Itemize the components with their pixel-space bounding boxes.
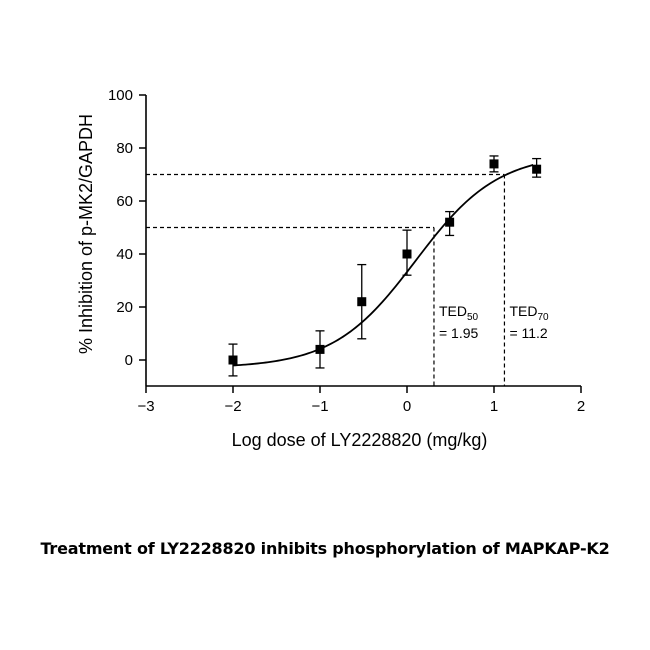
- x-axis-title: Log dose of LY2228820 (mg/kg): [232, 430, 488, 450]
- data-point: [357, 263, 367, 340]
- ted-label: TED70: [509, 303, 549, 323]
- reference-lines: [146, 173, 506, 386]
- figure-caption: Treatment of LY2228820 inhibits phosphor…: [40, 539, 610, 558]
- data-point: [315, 330, 325, 369]
- y-tick-label: 80: [116, 140, 133, 157]
- labels: Log dose of LY2228820 (mg/kg) % Inhibitio…: [76, 114, 549, 450]
- y-tick-label: 20: [116, 299, 133, 316]
- x-tick-label: 1: [490, 398, 498, 415]
- ted-value: = 1.95: [439, 325, 479, 341]
- x-tick-label: −1: [311, 398, 328, 415]
- ted-label: TED50: [439, 303, 479, 323]
- data-point: [489, 155, 499, 173]
- data-point: [532, 157, 542, 178]
- data-point: [402, 229, 412, 276]
- y-axis-title: % Inhibition of p-MK2/GAPDH: [76, 114, 96, 354]
- point-marker: [357, 297, 367, 307]
- point-marker: [532, 164, 542, 174]
- y-tick-label: 0: [125, 352, 133, 369]
- fit-curve: [232, 164, 534, 367]
- point-marker: [228, 355, 238, 365]
- data-point: [445, 210, 455, 237]
- x-tick-label: −2: [224, 398, 241, 415]
- point-marker: [489, 159, 499, 169]
- ted-value: = 11.2: [509, 325, 547, 341]
- fit-curve-group: [232, 164, 534, 367]
- y-tick-label: 100: [108, 87, 133, 104]
- x-tick-label: 2: [577, 398, 585, 415]
- y-tick-label: 60: [116, 193, 133, 210]
- x-tick-label: 0: [403, 398, 411, 415]
- data-points: [228, 155, 542, 377]
- point-marker: [445, 217, 455, 227]
- y-tick-label: 40: [116, 246, 133, 263]
- data-point: [228, 343, 238, 377]
- point-marker: [402, 249, 412, 259]
- x-tick-label: −3: [137, 398, 154, 415]
- point-marker: [315, 344, 325, 354]
